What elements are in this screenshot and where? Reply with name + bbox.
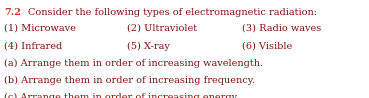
Text: (2) Ultraviolet: (2) Ultraviolet xyxy=(127,24,197,33)
Text: (3) Radio waves: (3) Radio waves xyxy=(242,24,321,33)
Text: (1) Microwave: (1) Microwave xyxy=(4,24,76,33)
Text: (b) Arrange them in order of increasing frequency.: (b) Arrange them in order of increasing … xyxy=(4,76,256,85)
Text: 7.2: 7.2 xyxy=(4,8,21,17)
Text: (5) X-ray: (5) X-ray xyxy=(127,42,170,51)
Text: (6) Visible: (6) Visible xyxy=(242,42,292,51)
Text: (c) Arrange them in order of increasing energy.: (c) Arrange them in order of increasing … xyxy=(4,93,239,98)
Text: (a) Arrange them in order of increasing wavelength.: (a) Arrange them in order of increasing … xyxy=(4,59,263,68)
Text: Consider the following types of electromagnetic radiation:: Consider the following types of electrom… xyxy=(28,8,317,17)
Text: (4) Infrared: (4) Infrared xyxy=(4,42,63,51)
